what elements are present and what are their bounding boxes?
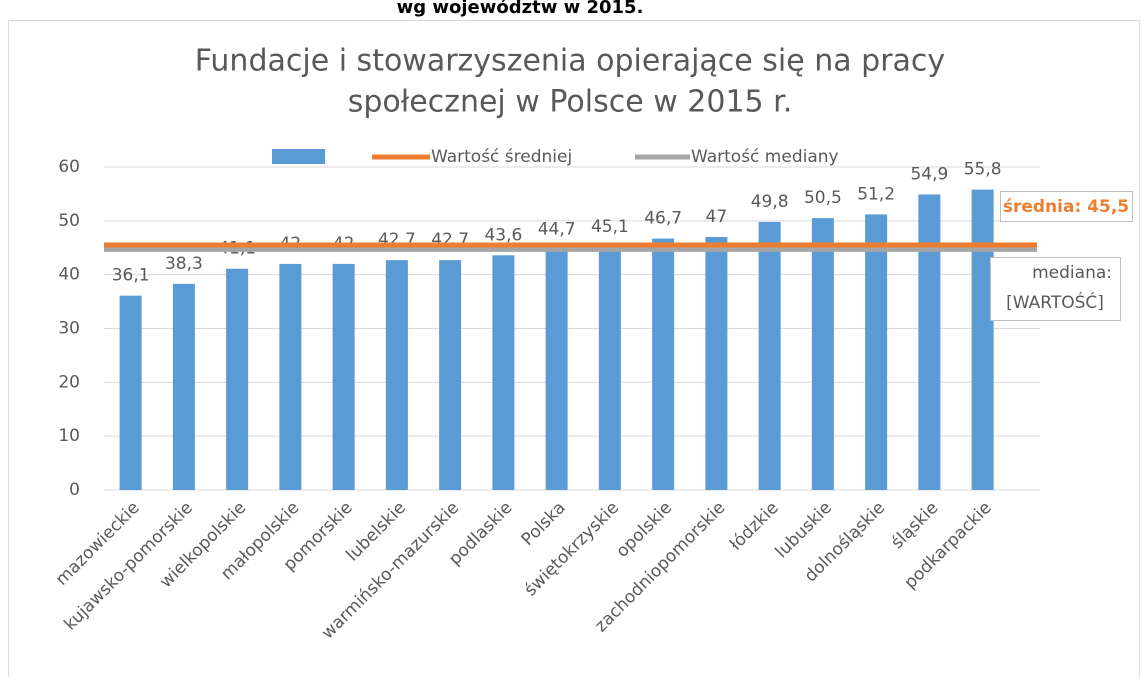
value-label: 44,7 — [538, 219, 576, 239]
annotation: średnia: 45,5 — [1003, 197, 1129, 217]
annotation-box — [990, 257, 1121, 321]
legend-label: Wartość mediany — [691, 147, 839, 167]
chart-title: społecznej w Polsce w 2015 r. — [348, 85, 793, 120]
bar — [598, 247, 621, 490]
annotation: [WARTOŚĆ] — [1006, 291, 1104, 313]
y-tick-label: 10 — [58, 426, 80, 446]
bar — [226, 268, 249, 490]
bar — [705, 236, 728, 490]
bar — [811, 218, 834, 490]
bar — [332, 263, 355, 490]
annotation: mediana: — [1032, 263, 1112, 283]
value-label: 55,8 — [964, 160, 1002, 180]
value-label: 54,9 — [910, 164, 948, 184]
bar — [971, 189, 994, 491]
x-tick-label: Polska — [518, 498, 570, 550]
value-label: 49,8 — [751, 192, 789, 212]
value-label: 36,1 — [112, 266, 150, 286]
legend-label: Wartość średniej — [431, 147, 572, 167]
y-tick-label: 20 — [58, 372, 80, 392]
bar — [279, 263, 302, 490]
value-label: 45,1 — [591, 217, 629, 237]
value-label: 51,2 — [857, 184, 895, 204]
y-tick-label: 0 — [69, 480, 80, 500]
value-label: 50,5 — [804, 188, 842, 208]
bar — [172, 283, 195, 490]
bar — [652, 238, 675, 490]
y-tick-label: 30 — [58, 319, 80, 339]
value-label: 38,3 — [165, 254, 203, 274]
bar — [758, 221, 781, 490]
value-label: 47 — [706, 207, 728, 227]
y-tick-label: 50 — [58, 211, 80, 231]
bar — [918, 194, 941, 490]
bar — [492, 255, 515, 490]
y-tick-label: 60 — [58, 157, 80, 177]
legend-swatch — [272, 149, 325, 164]
bar — [545, 249, 568, 490]
bar — [119, 295, 142, 490]
value-label: 43,6 — [484, 225, 522, 245]
value-label: 46,7 — [644, 209, 682, 229]
bar — [439, 260, 462, 490]
heading: wg województw w 2015. — [397, 0, 644, 18]
chart-title: Fundacje i stowarzyszenia opierające się… — [195, 44, 945, 79]
bar — [865, 214, 888, 490]
bar — [385, 260, 408, 490]
chart-frame — [8, 20, 1140, 677]
annotation-box — [1000, 191, 1133, 222]
x-tick-label: świętokrzyskie — [521, 498, 623, 600]
y-tick-label: 40 — [58, 265, 80, 285]
